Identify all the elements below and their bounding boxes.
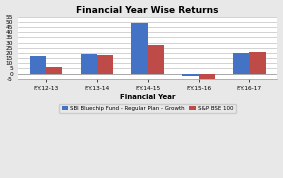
Legend: SBI Bluechip Fund - Regular Plan - Growth, S&P BSE 100: SBI Bluechip Fund - Regular Plan - Growt…	[59, 104, 236, 113]
Bar	[131, 23, 148, 74]
Bar	[148, 45, 164, 74]
Bar	[97, 55, 113, 74]
Bar	[182, 74, 199, 76]
Bar	[30, 56, 46, 74]
Bar	[81, 54, 97, 74]
Bar	[249, 52, 266, 74]
Bar	[233, 53, 249, 74]
Bar	[199, 74, 215, 79]
X-axis label: Financial Year: Financial Year	[120, 94, 175, 100]
Title: Financial Year Wise Returns: Financial Year Wise Returns	[76, 6, 219, 15]
Bar	[46, 67, 62, 74]
